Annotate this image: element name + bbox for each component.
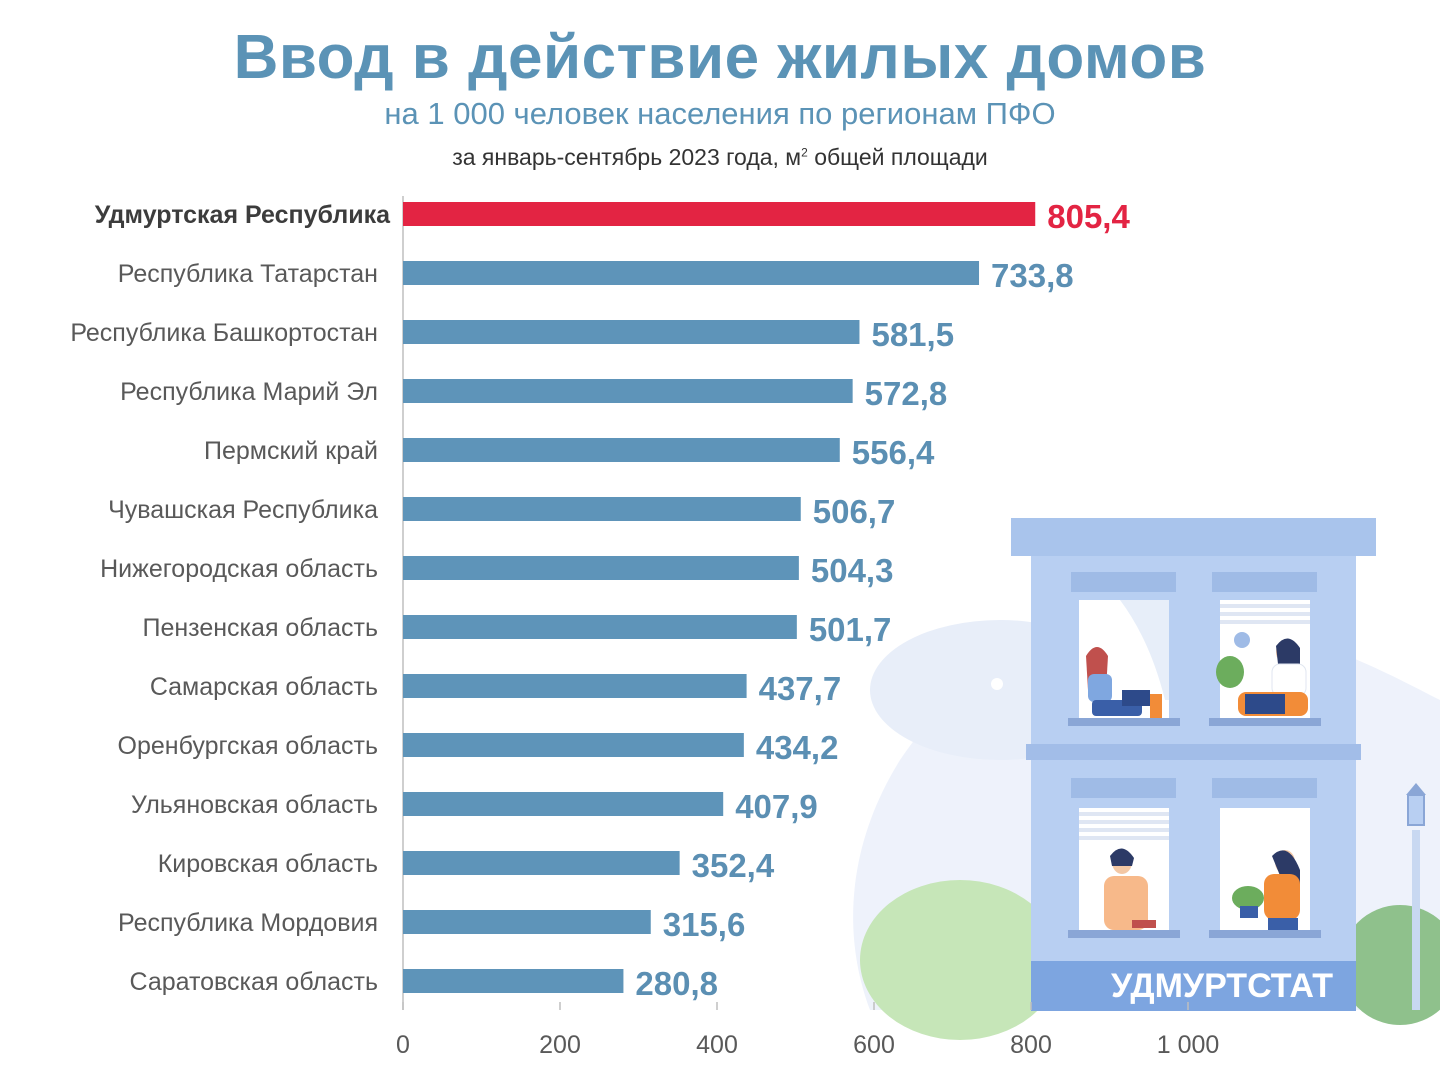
category-label: Республика Башкортостан <box>70 319 378 347</box>
data-label: 434,2 <box>756 729 839 766</box>
category-label: Республика Татарстан <box>118 260 378 288</box>
data-label: 556,4 <box>852 434 935 471</box>
data-label: 581,5 <box>871 316 954 353</box>
window-frame <box>1071 778 1176 798</box>
x-tick-label: 200 <box>539 1031 581 1059</box>
bar <box>403 379 853 403</box>
bar <box>403 969 624 993</box>
category-label: Удмуртская Республика <box>95 201 391 229</box>
data-label: 733,8 <box>991 257 1074 294</box>
data-label: 315,6 <box>663 906 746 943</box>
category-label: Чувашская Республика <box>108 496 378 524</box>
bar <box>403 261 980 285</box>
bush-left-icon <box>860 880 1060 1040</box>
category-label: Ульяновская область <box>131 791 378 819</box>
x-tick-label: 400 <box>696 1031 738 1059</box>
category-label: Пензенская область <box>142 614 378 642</box>
blinds-icon <box>1079 604 1310 840</box>
street-lamp-icon <box>1406 783 1426 1010</box>
data-label: 407,9 <box>735 788 818 825</box>
bar <box>403 733 744 757</box>
category-label: Пермский край <box>204 437 378 465</box>
data-label: 352,4 <box>692 847 775 884</box>
x-tick-label: 0 <box>396 1031 410 1059</box>
background-dot <box>991 678 1003 690</box>
category-label: Оренбургская область <box>118 732 378 760</box>
category-label: Республика Мордовия <box>118 909 378 937</box>
data-label: 572,8 <box>865 375 948 412</box>
category-label: Самарская область <box>150 673 378 701</box>
window-sill <box>1209 718 1321 726</box>
window-frame <box>1071 572 1176 592</box>
bar <box>403 615 797 639</box>
bar <box>403 851 680 875</box>
category-label: Республика Марий Эл <box>120 378 378 406</box>
data-label: 437,7 <box>759 670 842 707</box>
x-tick-label: 800 <box>1010 1031 1052 1059</box>
building-floor-ledge <box>1026 744 1361 760</box>
bar <box>403 497 801 521</box>
data-label: 280,8 <box>635 965 718 1002</box>
curtain-icon <box>1120 600 1169 700</box>
chart-subtitle: на 1 000 человек населения по регионам П… <box>384 96 1056 131</box>
bar <box>403 792 724 816</box>
brand-plate <box>1031 961 1356 1011</box>
person-coffee-icon <box>1104 848 1156 930</box>
window-sill <box>1068 930 1180 938</box>
data-label: 501,7 <box>809 611 892 648</box>
chart-title: Ввод в действие жилых домов <box>233 23 1207 92</box>
period-superscript: 2 <box>801 145 808 160</box>
data-label: 805,4 <box>1047 198 1130 235</box>
period-text: за январь-сентябрь 2023 года, м <box>452 144 802 170</box>
window-frame <box>1212 778 1317 798</box>
person-plant-icon <box>1232 850 1300 930</box>
chart-period: за январь-сентябрь 2023 года, м2 общей п… <box>0 144 1440 171</box>
bar <box>403 438 840 462</box>
category-label: Нижегородская область <box>100 555 378 583</box>
bar <box>403 910 651 934</box>
bar <box>403 320 860 344</box>
data-label: 506,7 <box>813 493 896 530</box>
bar <box>403 202 1036 226</box>
bar <box>403 674 747 698</box>
data-label: 504,3 <box>811 552 894 589</box>
window-frame <box>1212 572 1317 592</box>
person-laptop-icon <box>1086 647 1162 718</box>
person-reading-icon <box>1216 632 1308 716</box>
period-tail: общей площади <box>807 144 988 170</box>
brand-label: УДМУРТСТАТ <box>1110 967 1334 1005</box>
window-sill <box>1209 930 1321 938</box>
x-tick-label: 1 000 <box>1157 1031 1220 1059</box>
category-label: Саратовская область <box>129 968 378 996</box>
category-label: Кировская область <box>158 850 378 878</box>
window-sill <box>1068 718 1180 726</box>
building-roof <box>1011 518 1376 556</box>
x-tick-label: 600 <box>853 1031 895 1059</box>
bar <box>403 556 799 580</box>
